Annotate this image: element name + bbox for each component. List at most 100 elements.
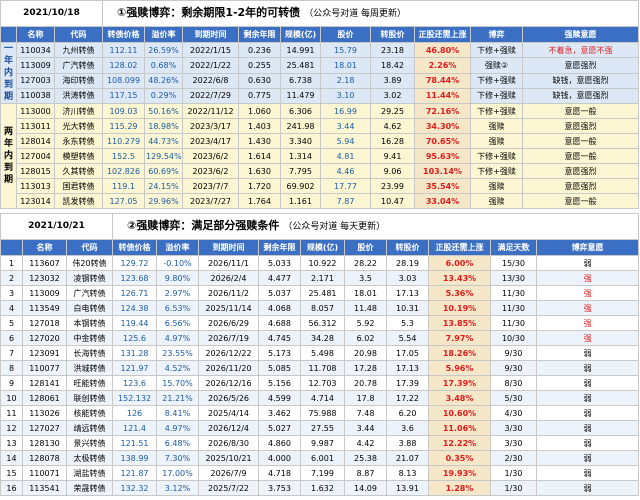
table-cell: 意愿一般 [521, 193, 640, 209]
table-cell: 10.47 [370, 193, 415, 209]
table-cell: 15.70% [156, 375, 199, 391]
table-cell: 56.312 [300, 315, 345, 331]
table1-subtitle: （公众号对道 每周更新） [304, 9, 407, 19]
table-cell: 9.987 [300, 435, 345, 451]
table-cell: 2023/7/27 [182, 193, 239, 209]
table-cell: 25.481 [280, 57, 321, 74]
table-cell: 2022/11/12 [182, 103, 239, 119]
table-cell: 17.77 [320, 178, 371, 194]
table-cell: 凯发转债 [54, 193, 103, 209]
table-cell: 123014 [16, 193, 55, 209]
table-cell: 意愿一般 [521, 148, 640, 164]
table-cell: 凌钢转债 [66, 270, 113, 286]
table-cell: 113607 [22, 255, 67, 271]
table-cell: 长海转债 [66, 345, 113, 361]
table1-header-cell: 到期时间 [182, 26, 239, 43]
table-cell: 广汽转债 [54, 57, 103, 74]
table1-header-cell: 溢价率 [144, 26, 183, 43]
table-cell: 11.06% [428, 420, 491, 436]
table-cell: 12.22% [428, 435, 491, 451]
table-cell: 5.92 [344, 315, 387, 331]
table-cell: 128.02 [102, 57, 145, 74]
group-label: 两年内到期 [0, 103, 17, 209]
table-cell: 2025/7/22 [198, 480, 259, 496]
table-cell: 78.44% [414, 72, 471, 89]
table-cell: 2.26% [414, 57, 471, 74]
table1-header-cell: 剩余年限 [238, 26, 281, 43]
table-cell: 0.630 [238, 72, 281, 89]
table-cell: 伟20转债 [66, 255, 113, 271]
table1-header-cell: 转股价 [370, 26, 415, 43]
table-cell: 124.38 [112, 300, 157, 316]
table-cell: 9 [0, 375, 23, 391]
table-cell: 13 [0, 435, 23, 451]
table-cell: 3.48% [428, 390, 491, 406]
table-cell: 5.027 [258, 420, 301, 436]
table-cell: 127018 [22, 315, 67, 331]
table-cell: 127027 [22, 420, 67, 436]
table-cell: 0.35% [428, 450, 491, 466]
table-cell: 109.03 [102, 103, 145, 119]
table-cell: 弱 [535, 435, 640, 451]
table-cell: 127003 [16, 72, 55, 89]
table-cell: 50.16% [144, 103, 183, 119]
table-cell: 127.05 [102, 193, 145, 209]
table-cell: 18.98% [144, 118, 183, 134]
table-cell: 10.19% [428, 300, 491, 316]
table-cell: 129.72 [112, 255, 157, 271]
table-cell: 强赎 [470, 118, 523, 134]
table-cell: 6 [0, 330, 23, 346]
table-row: 5 127018 本钢转债 119.44 6.56% 2026/6/29 4.688 56.3… [0, 315, 640, 331]
table-cell: 8.057 [300, 300, 345, 316]
table-redemption-1-2y: 2021/10/18 ①强赎博弈：剩余期限1-2年的可转债 （公众号对道 每周更新… [0, 0, 640, 209]
table-cell: 2025/10/21 [198, 450, 259, 466]
table-cell: 0.236 [238, 41, 281, 59]
table-cell: 强赎② [470, 57, 523, 74]
table-partial-redemption: 2021/10/21 ②强赎博弈：满足部分强赎条件 （公众号对道 每天更新） 名称… [0, 213, 640, 496]
table-cell: 14.09 [344, 480, 387, 496]
table-cell: 6.02 [344, 330, 387, 346]
table-cell: 25.38 [344, 450, 387, 466]
table-cell: 44.73% [144, 133, 183, 149]
table-cell: 2026/12/22 [198, 345, 259, 361]
table-cell: 11/30 [490, 285, 537, 301]
table-cell: 2023/6/2 [182, 148, 239, 164]
table-row: 128014 永东转债 110.279 44.73% 2023/4/17 1.430 3.3… [1, 133, 640, 149]
table-cell: 海印转债 [54, 72, 103, 89]
table-cell: 29.25 [370, 103, 415, 119]
table-cell: 0.775 [238, 87, 281, 105]
table2-header-cell: 名称 [22, 239, 67, 256]
table-cell: 6.738 [280, 72, 321, 89]
table-cell: 5.173 [258, 345, 301, 361]
table-cell: 17.00% [156, 465, 199, 481]
table-cell: 太极转债 [66, 450, 113, 466]
table-cell: 95.63% [414, 148, 471, 164]
table-cell: 123.6 [112, 375, 157, 391]
table-cell: 2023/4/17 [182, 133, 239, 149]
table-cell: 4.688 [258, 315, 301, 331]
table-cell: 17.13 [386, 360, 429, 376]
table-cell: 6.00% [428, 255, 491, 271]
table-cell: 17.28 [344, 360, 387, 376]
table-cell: 3.10 [320, 87, 371, 105]
table-cell: 永东转债 [54, 133, 103, 149]
table-cell: 4.97% [156, 420, 199, 436]
table-cell: 46.80% [414, 41, 471, 59]
table-cell: 弱 [535, 465, 640, 481]
table-cell: 11/30 [490, 315, 537, 331]
table-cell: 121.51 [112, 435, 157, 451]
table-cell: 11.44% [414, 87, 471, 105]
table-cell: 7.30% [156, 450, 199, 466]
table-cell: 3.12% [156, 480, 199, 496]
table-cell: 113009 [22, 285, 67, 301]
table-cell: 2026/7/19 [198, 330, 259, 346]
table-row: 16 113541 荣晟转债 132.32 3.12% 2025/7/22 3.753 1.6… [0, 480, 640, 496]
table-cell: 10.60% [428, 405, 491, 421]
table-cell: 21.21% [156, 390, 199, 406]
table2-title: ②强赎博弈：满足部分强赎条件 （公众号对道 每天更新） [111, 213, 640, 240]
table-cell: 弱 [535, 405, 640, 421]
table-cell: 4.860 [258, 435, 301, 451]
table-cell: 弱 [535, 255, 640, 271]
table-cell: 9/30 [490, 345, 537, 361]
table-cell: 13.43% [428, 270, 491, 286]
